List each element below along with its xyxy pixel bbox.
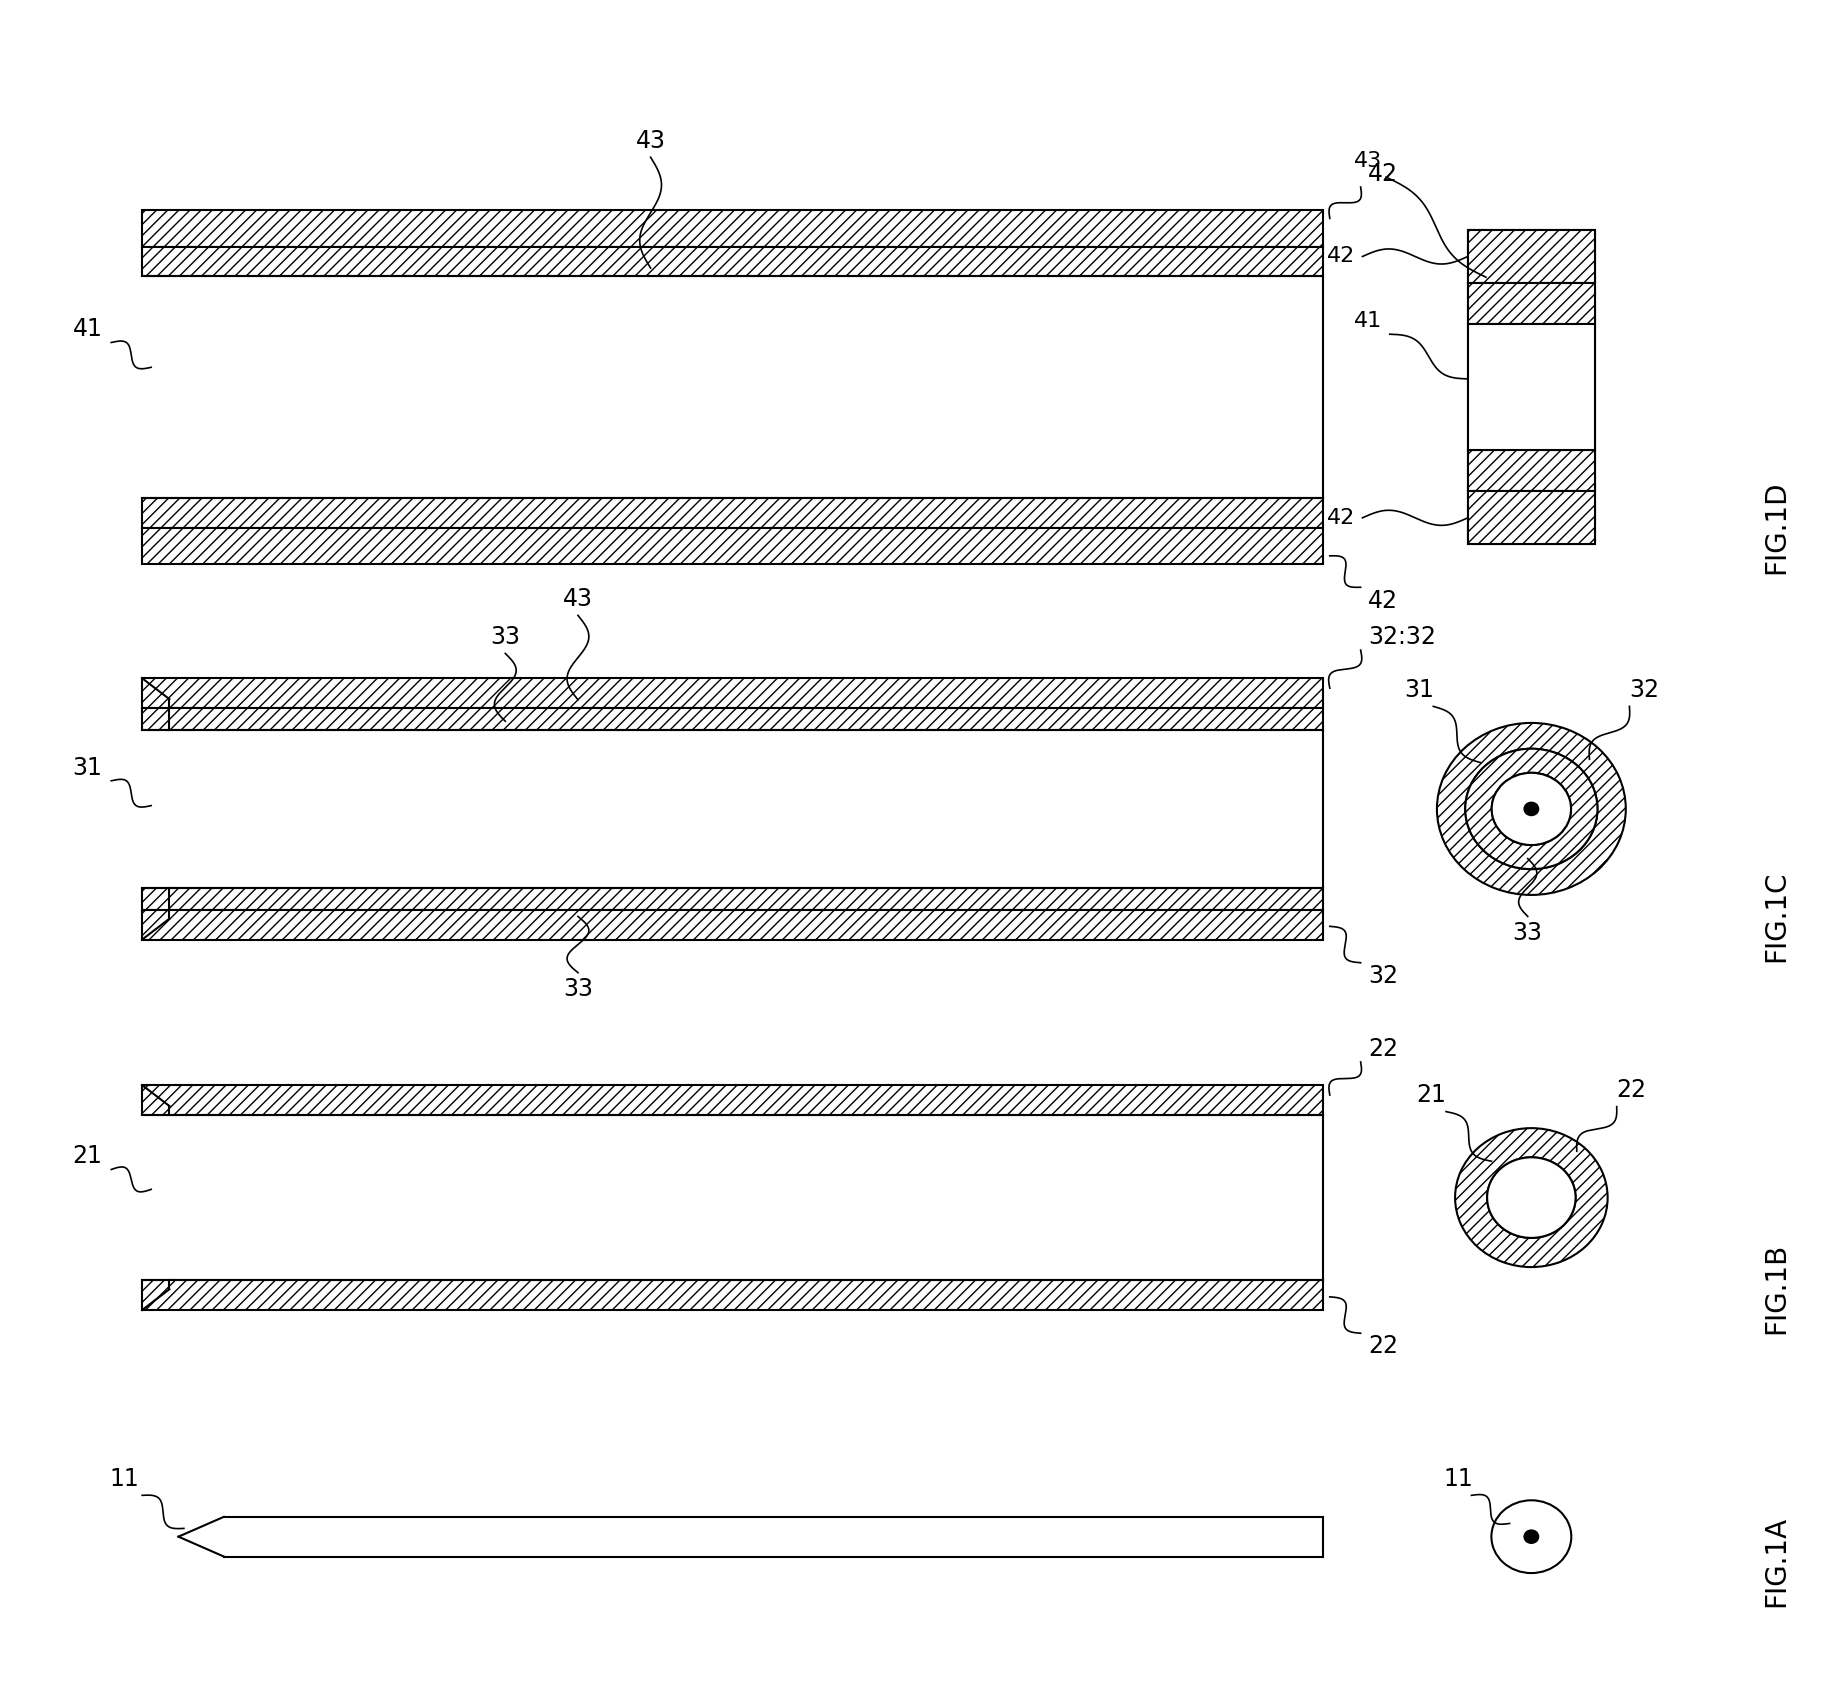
Text: 33: 33 xyxy=(491,625,521,648)
Text: FIG.1B: FIG.1B xyxy=(1763,1243,1791,1334)
Text: 21: 21 xyxy=(72,1143,103,1169)
Text: 33: 33 xyxy=(1512,921,1543,945)
Text: 22: 22 xyxy=(1368,1334,1397,1359)
Bar xyxy=(142,498,1322,527)
Circle shape xyxy=(1488,1157,1576,1238)
Text: 11: 11 xyxy=(109,1467,138,1490)
Bar xyxy=(142,679,1322,707)
Text: 41: 41 xyxy=(72,317,103,342)
Text: FIG.1A: FIG.1A xyxy=(1763,1516,1791,1607)
Text: 32: 32 xyxy=(1368,963,1397,989)
Text: 41: 41 xyxy=(1353,312,1383,332)
Bar xyxy=(1468,283,1595,325)
Circle shape xyxy=(1525,1531,1538,1543)
Wedge shape xyxy=(1455,1128,1608,1266)
Text: 32:32: 32:32 xyxy=(1368,625,1436,648)
Text: 42: 42 xyxy=(1368,162,1397,185)
Bar xyxy=(142,1084,1322,1115)
Text: 43: 43 xyxy=(1353,150,1383,170)
Wedge shape xyxy=(1436,722,1626,894)
Text: 43: 43 xyxy=(563,586,593,611)
Text: FIG.1C: FIG.1C xyxy=(1763,871,1791,962)
Text: 43: 43 xyxy=(635,128,666,153)
Wedge shape xyxy=(1466,749,1597,869)
Text: 11: 11 xyxy=(1444,1467,1473,1490)
Bar xyxy=(142,527,1322,564)
Bar xyxy=(1468,450,1595,492)
Text: 42: 42 xyxy=(1368,588,1397,613)
Bar xyxy=(142,210,1322,246)
Text: 31: 31 xyxy=(72,756,103,780)
Text: 32: 32 xyxy=(1628,679,1660,702)
Bar xyxy=(142,889,1322,909)
Text: 42: 42 xyxy=(1327,509,1355,527)
Bar xyxy=(1468,325,1595,450)
Text: 22: 22 xyxy=(1368,1037,1397,1061)
Bar xyxy=(1468,231,1595,544)
Text: 31: 31 xyxy=(1403,679,1434,702)
Text: 33: 33 xyxy=(563,977,593,1002)
Text: 21: 21 xyxy=(1416,1083,1447,1106)
Circle shape xyxy=(1525,802,1538,815)
Circle shape xyxy=(1492,773,1571,845)
Bar xyxy=(1468,231,1595,283)
Text: 42: 42 xyxy=(1327,246,1355,266)
Bar xyxy=(142,1280,1322,1310)
Bar xyxy=(1468,492,1595,544)
Bar xyxy=(142,246,1322,276)
Text: 22: 22 xyxy=(1617,1078,1647,1101)
Bar xyxy=(142,909,1322,940)
Text: FIG.1D: FIG.1D xyxy=(1763,482,1791,574)
Bar xyxy=(142,707,1322,729)
